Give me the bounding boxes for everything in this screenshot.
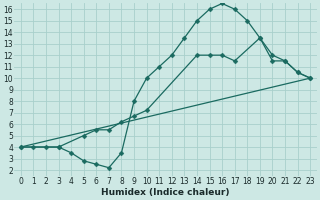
X-axis label: Humidex (Indice chaleur): Humidex (Indice chaleur) [101, 188, 230, 197]
